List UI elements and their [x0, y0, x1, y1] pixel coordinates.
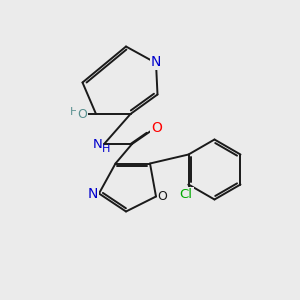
Text: O: O — [77, 107, 87, 121]
Text: O: O — [158, 190, 167, 203]
Text: N: N — [93, 137, 102, 151]
Text: O: O — [152, 121, 162, 135]
Text: Cl: Cl — [180, 188, 193, 202]
Text: N: N — [87, 187, 98, 200]
Text: H: H — [70, 107, 79, 117]
Text: N: N — [151, 55, 161, 68]
Text: H: H — [102, 144, 110, 154]
